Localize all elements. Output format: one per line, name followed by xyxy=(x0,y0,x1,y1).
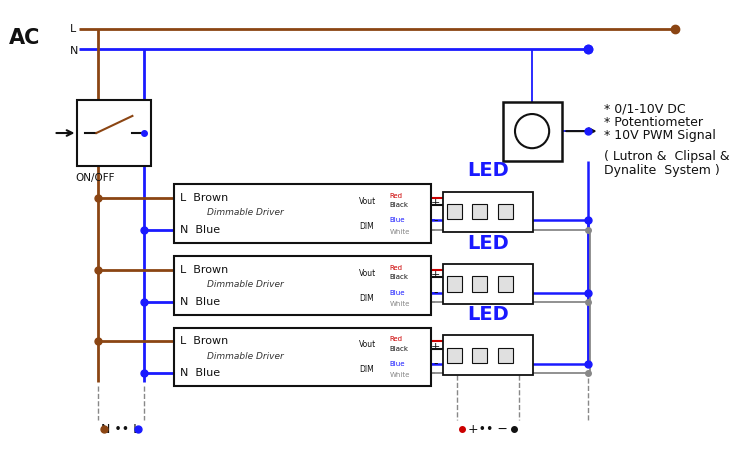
Text: * 10V PWM Signal: * 10V PWM Signal xyxy=(604,129,716,143)
Text: LED: LED xyxy=(467,234,509,252)
Bar xyxy=(472,204,488,219)
Text: DIM: DIM xyxy=(359,294,374,303)
Bar xyxy=(174,328,430,386)
Text: Vout: Vout xyxy=(359,269,376,278)
Bar xyxy=(174,184,430,243)
Text: Black: Black xyxy=(390,345,409,351)
Text: AC: AC xyxy=(9,28,40,48)
Text: Dimmable Driver: Dimmable Driver xyxy=(208,351,284,360)
Text: -: - xyxy=(433,286,437,299)
Text: L  Brown: L Brown xyxy=(180,336,228,346)
Text: White: White xyxy=(390,372,410,378)
Bar xyxy=(442,335,533,375)
Text: ON/OFF: ON/OFF xyxy=(76,173,115,183)
Text: White: White xyxy=(390,301,410,307)
Text: N: N xyxy=(70,46,78,56)
Bar xyxy=(498,204,513,219)
Text: * Potentiometer: * Potentiometer xyxy=(604,116,703,129)
Text: Dynalite  System ): Dynalite System ) xyxy=(604,163,720,177)
Text: Blue: Blue xyxy=(390,361,405,367)
Text: * 0/1-10V DC: * 0/1-10V DC xyxy=(604,103,686,116)
Text: DIM: DIM xyxy=(359,365,374,374)
Text: Vout: Vout xyxy=(359,340,376,349)
Text: DIM: DIM xyxy=(359,222,374,231)
Text: ( Lutron &  Clipsal &: ( Lutron & Clipsal & xyxy=(604,150,730,163)
Text: N  Blue: N Blue xyxy=(180,297,220,307)
Bar xyxy=(498,348,513,363)
Text: Black: Black xyxy=(390,274,409,280)
Text: N •• L: N •• L xyxy=(101,423,140,436)
Text: LED: LED xyxy=(467,305,509,324)
Text: -: - xyxy=(433,214,437,227)
Bar xyxy=(447,348,462,363)
Text: Black: Black xyxy=(390,202,409,208)
Text: +: + xyxy=(430,198,440,208)
Bar xyxy=(447,276,462,291)
Text: +•• −: +•• − xyxy=(468,423,508,436)
Text: Red: Red xyxy=(390,265,403,271)
Bar xyxy=(77,100,152,166)
Bar xyxy=(447,204,462,219)
Bar xyxy=(503,102,562,161)
Text: L  Brown: L Brown xyxy=(180,265,228,275)
Text: +: + xyxy=(430,341,440,351)
Bar xyxy=(472,276,488,291)
Text: Red: Red xyxy=(390,336,403,342)
Text: L  Brown: L Brown xyxy=(180,192,228,202)
Text: Blue: Blue xyxy=(390,290,405,296)
Bar xyxy=(442,264,533,304)
Text: Vout: Vout xyxy=(359,197,376,206)
Text: Dimmable Driver: Dimmable Driver xyxy=(208,281,284,289)
Text: Dimmable Driver: Dimmable Driver xyxy=(208,208,284,217)
Text: +: + xyxy=(430,271,440,281)
Text: Blue: Blue xyxy=(390,217,405,223)
Bar xyxy=(498,276,513,291)
Text: L: L xyxy=(70,24,76,34)
Bar xyxy=(472,348,488,363)
Text: LED: LED xyxy=(467,162,509,181)
Text: N  Blue: N Blue xyxy=(180,368,220,378)
Text: -: - xyxy=(433,357,437,370)
Text: Red: Red xyxy=(390,192,403,199)
Text: White: White xyxy=(390,229,410,235)
Text: N  Blue: N Blue xyxy=(180,225,220,235)
Bar xyxy=(442,192,533,232)
Bar xyxy=(174,257,430,315)
